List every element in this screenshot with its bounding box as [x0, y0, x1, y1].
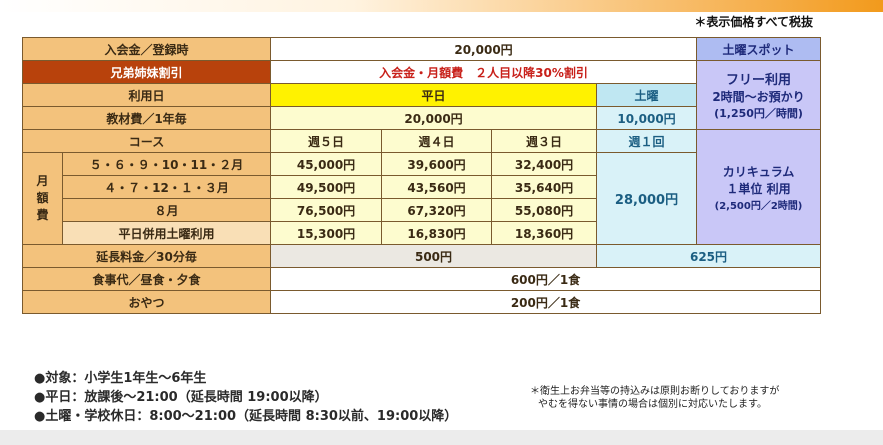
weekday-header: 平日 [270, 83, 598, 107]
free-use-cell: フリー利用 2時間～お預かり (1,250円／時間) [696, 60, 822, 130]
lunch-policy-line1: ＊衛生上お弁当等の持込みは原則お断りしておりますが [530, 386, 780, 397]
tax-note: ＊表示価格すべて税抜 [694, 15, 813, 29]
course-saturday-once: 週１回 [596, 129, 698, 153]
monthly-price: 15,300円 [270, 221, 383, 245]
monthly-row: 平日併用土曜利用 15,300円 16,830円 18,360円 [23, 221, 821, 245]
monthly-label-char: 費 [36, 208, 49, 222]
extension-fee-label: 延長料金／30分毎 [21, 244, 272, 268]
monthly-price: 43,560円 [381, 175, 493, 199]
monthly-label-char: 月 [36, 174, 49, 188]
monthly-months-label: ５・６・９・10・11・２月 [61, 152, 272, 176]
saturday-header: 土曜 [596, 83, 698, 107]
free-use-duration: 2時間～お預かり [712, 90, 805, 104]
usage-day-label: 利用日 [21, 83, 272, 107]
price-table: 入会金／登録時 20,000円 土曜スポット 兄弟姉妹割引 入会金・月額費 ２人… [21, 37, 822, 314]
page-footer-strip [0, 430, 883, 445]
monthly-price: 45,000円 [270, 152, 383, 176]
monthly-row: ８月 76,500円 67,320円 55,080円 [23, 198, 821, 222]
monthly-price: 67,320円 [381, 198, 493, 222]
course-4days: 週４日 [381, 129, 493, 153]
curriculum-title: カリキュラム [722, 164, 795, 179]
saturday-spot-header: 土曜スポット [696, 37, 822, 61]
top-gradient-bar [0, 0, 883, 12]
material-fee-weekday: 20,000円 [270, 106, 598, 130]
course-3days: 週３日 [491, 129, 598, 153]
monthly-label-char: 額 [36, 191, 49, 205]
note-weekday: ●平日：放課後～21:00（延長時間 19:00以降） [34, 390, 328, 405]
curriculum-rate: (2,500円／2時間) [714, 200, 803, 212]
lunch-policy-line2: やむを得ない事情の場合は個別に対応いたします。 [538, 399, 767, 410]
note-saturday: ●土曜・学校休日：8:00～21:00（延長時間 8:30以前、19:00以降） [34, 409, 458, 424]
curriculum-cell: カリキュラム １単位 利用 (2,500円／2時間) [696, 129, 822, 245]
material-fee-saturday: 10,000円 [596, 106, 698, 130]
curriculum-unit: １単位 利用 [726, 181, 791, 196]
monthly-price: 32,400円 [491, 152, 598, 176]
meal-fee-label: 食事代／昼食・夕食 [21, 267, 272, 291]
lunch-policy-note: ＊衛生上お弁当等の持込みは原則お断りしておりますが やむを得ない事情の場合は個別… [530, 385, 779, 411]
extension-fee-saturday: 625円 [596, 244, 822, 268]
monthly-price: 18,360円 [491, 221, 598, 245]
meal-fee-value: 600円／1食 [270, 267, 822, 291]
material-fee-label: 教材費／1年毎 [21, 106, 272, 130]
join-fee-label: 入会金／登録時 [21, 37, 272, 61]
sibling-discount-value: 入会金・月額費 ２人目以降30%割引 [270, 60, 698, 84]
course-5days: 週５日 [270, 129, 383, 153]
row-extension-fee: 延長料金／30分毎 500円 625円 [21, 244, 822, 268]
join-fee-value: 20,000円 [270, 37, 698, 61]
monthly-months-label: 平日併用土曜利用 [61, 221, 272, 245]
note-target: ●対象：小学生1年生～6年生 [34, 371, 207, 386]
row-snack-fee: おやつ 200円／1食 [21, 290, 822, 314]
snack-fee-value: 200円／1食 [270, 290, 822, 314]
monthly-price: 39,600円 [381, 152, 493, 176]
snack-fee-label: おやつ [21, 290, 272, 314]
extension-fee-weekday: 500円 [270, 244, 598, 268]
monthly-price: 76,500円 [270, 198, 383, 222]
monthly-row: ４・７・12・１・３月 49,500円 43,560円 35,640円 [23, 175, 821, 199]
monthly-price: 16,830円 [381, 221, 493, 245]
monthly-price: 35,640円 [491, 175, 598, 199]
monthly-months-label: ８月 [61, 198, 272, 222]
row-meal-fee: 食事代／昼食・夕食 600円／1食 [21, 267, 822, 291]
monthly-price: 55,080円 [491, 198, 598, 222]
notes-list: ●対象：小学生1年生～6年生 ●平日：放課後～21:00（延長時間 19:00以… [34, 369, 457, 426]
row-material-fee: 教材費／1年毎 20,000円 10,000円 [21, 106, 821, 130]
free-use-rate: (1,250円／時間) [714, 107, 803, 120]
row-join: 入会金／登録時 20,000円 土曜スポット [21, 37, 822, 61]
row-sibling-discount: 兄弟姉妹割引 入会金・月額費 ２人目以降30%割引 フリー利用 2時間～お預かり… [21, 60, 822, 130]
monthly-months-label: ４・７・12・１・３月 [61, 175, 272, 199]
saturday-monthly-fee: 28,000円 [596, 152, 698, 245]
monthly-price: 49,500円 [270, 175, 383, 199]
sibling-discount-label: 兄弟姉妹割引 [21, 60, 272, 84]
course-label: コース [21, 129, 272, 153]
free-use-title: フリー利用 [726, 73, 792, 88]
monthly-fee-label: 月 額 費 [22, 152, 63, 245]
monthly-row: 月 額 費 ５・６・９・10・11・２月 45,000円 39,600円 32,… [22, 152, 821, 245]
row-course: コース 週５日 週４日 週３日 週１回 カリキュラム １単位 利用 (2,500… [21, 129, 822, 245]
